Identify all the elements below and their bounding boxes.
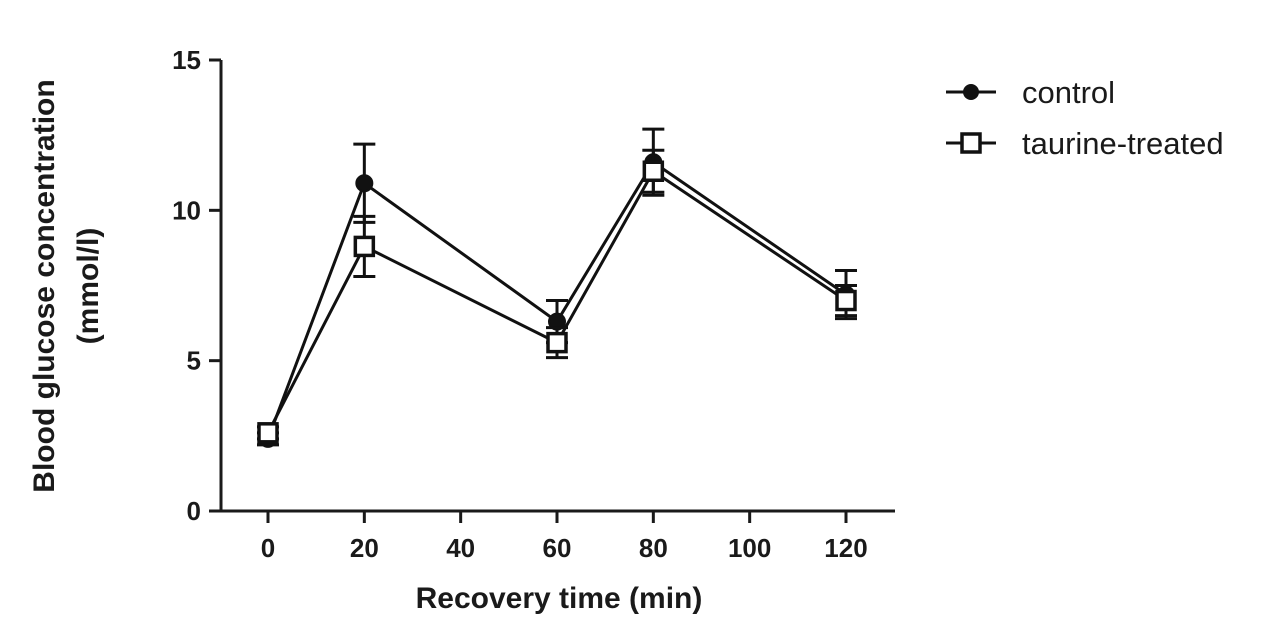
legend-marker <box>963 84 979 100</box>
y-tick-label: 10 <box>172 195 201 225</box>
y-axis-title: Blood glucose concentration <box>28 79 61 492</box>
x-tick-label: 0 <box>261 533 275 563</box>
data-point <box>835 289 857 312</box>
y-tick-label: 0 <box>187 496 201 526</box>
x-tick-label: 100 <box>728 533 771 563</box>
legend-label: control <box>1022 75 1115 110</box>
x-tick-label: 120 <box>824 533 867 563</box>
data-point <box>257 422 279 444</box>
x-axis-title: Recovery time (min) <box>416 582 703 615</box>
x-tick-label: 60 <box>543 533 572 563</box>
series-taurine-treated <box>257 148 857 444</box>
legend: control taurine-treated <box>946 75 1224 161</box>
y-tick-label: 15 <box>172 45 201 75</box>
legend-item: taurine-treated <box>946 126 1224 161</box>
x-tick-label: 80 <box>639 533 668 563</box>
y-axis-unit: (mmol/l) <box>72 228 105 345</box>
x-tick-label: 40 <box>446 533 475 563</box>
y-tick-label: 5 <box>187 346 201 376</box>
data-point <box>355 174 374 193</box>
data-point <box>353 235 376 258</box>
axes: 0 5 10 15 0 20 40 60 80 100 120 <box>172 45 895 563</box>
plot-area <box>257 127 857 448</box>
data-point <box>642 160 665 182</box>
x-tick-label: 20 <box>350 533 379 563</box>
legend-marker <box>960 132 982 154</box>
legend-item: control <box>946 75 1115 110</box>
legend-label: taurine-treated <box>1022 126 1224 161</box>
data-point <box>546 331 568 354</box>
series-control <box>257 127 857 448</box>
